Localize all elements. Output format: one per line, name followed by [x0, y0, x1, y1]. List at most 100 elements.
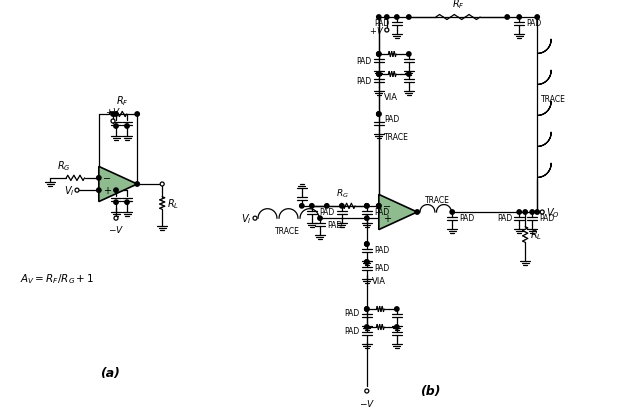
- Text: PAD: PAD: [374, 208, 389, 217]
- Text: TRACE: TRACE: [275, 227, 300, 236]
- Circle shape: [114, 112, 118, 117]
- Text: TRACE: TRACE: [541, 95, 566, 104]
- Text: $A_V = R_F/R_G + 1$: $A_V = R_F/R_G + 1$: [20, 271, 94, 285]
- Circle shape: [376, 112, 381, 117]
- Circle shape: [523, 210, 528, 215]
- Circle shape: [376, 204, 381, 209]
- Circle shape: [339, 204, 344, 209]
- Circle shape: [395, 325, 399, 329]
- Circle shape: [376, 73, 381, 77]
- Circle shape: [407, 53, 411, 57]
- Circle shape: [535, 210, 539, 215]
- Circle shape: [376, 112, 381, 117]
- Circle shape: [114, 217, 118, 220]
- Circle shape: [114, 124, 118, 129]
- Text: (a): (a): [100, 366, 120, 379]
- Text: PAD: PAD: [357, 76, 372, 85]
- Circle shape: [365, 242, 369, 247]
- Circle shape: [111, 112, 115, 117]
- Text: PAD: PAD: [526, 20, 542, 29]
- Text: −: −: [104, 173, 112, 183]
- Text: $R_G$: $R_G$: [336, 187, 349, 199]
- Circle shape: [540, 211, 544, 214]
- Text: +: +: [104, 186, 112, 196]
- Text: PAD: PAD: [344, 327, 360, 336]
- Circle shape: [365, 260, 369, 265]
- Circle shape: [450, 210, 454, 215]
- Circle shape: [376, 16, 381, 20]
- Circle shape: [325, 204, 329, 209]
- Text: PAD: PAD: [497, 214, 512, 223]
- Polygon shape: [99, 167, 137, 202]
- Circle shape: [125, 200, 129, 205]
- Circle shape: [385, 29, 389, 33]
- Circle shape: [517, 210, 521, 215]
- Circle shape: [75, 189, 79, 193]
- Circle shape: [253, 217, 257, 220]
- Text: (b): (b): [420, 384, 441, 397]
- Circle shape: [395, 307, 399, 311]
- Text: $R_F$: $R_F$: [115, 94, 128, 108]
- Circle shape: [365, 307, 369, 311]
- Circle shape: [365, 260, 369, 265]
- Text: TRACE: TRACE: [384, 133, 408, 142]
- Circle shape: [318, 216, 322, 221]
- Circle shape: [111, 120, 115, 124]
- Text: $-V$: $-V$: [358, 397, 375, 408]
- Circle shape: [135, 182, 139, 187]
- Text: PAD: PAD: [319, 208, 334, 217]
- Circle shape: [365, 216, 369, 221]
- Text: $R_L$: $R_L$: [530, 228, 542, 242]
- Circle shape: [97, 189, 101, 193]
- Polygon shape: [379, 195, 417, 230]
- Circle shape: [376, 53, 381, 57]
- Text: VIA: VIA: [384, 93, 398, 102]
- Text: PAD: PAD: [375, 20, 390, 29]
- Text: $V_I$: $V_I$: [241, 212, 251, 225]
- Circle shape: [517, 16, 521, 20]
- Circle shape: [535, 16, 539, 20]
- Circle shape: [310, 204, 314, 209]
- Text: $V_I$: $V_I$: [64, 184, 74, 198]
- Text: PAD: PAD: [374, 246, 389, 255]
- Text: PAD: PAD: [327, 220, 342, 229]
- Text: PAD: PAD: [384, 115, 399, 124]
- Circle shape: [300, 204, 304, 209]
- Circle shape: [376, 53, 381, 57]
- Text: $R_L$: $R_L$: [167, 197, 180, 210]
- Text: $+V$: $+V$: [105, 106, 121, 117]
- Circle shape: [530, 210, 534, 215]
- Circle shape: [395, 16, 399, 20]
- Text: VIA: VIA: [372, 277, 386, 286]
- Text: PAD: PAD: [357, 56, 372, 65]
- Text: −: −: [383, 201, 392, 211]
- Circle shape: [365, 325, 369, 329]
- Circle shape: [365, 204, 369, 209]
- Circle shape: [365, 307, 369, 311]
- Circle shape: [125, 124, 129, 129]
- Circle shape: [114, 189, 118, 193]
- Circle shape: [376, 204, 381, 209]
- Circle shape: [505, 16, 510, 20]
- Text: PAD: PAD: [459, 214, 474, 223]
- Circle shape: [97, 176, 101, 181]
- Circle shape: [407, 16, 411, 20]
- Circle shape: [135, 112, 139, 117]
- Text: TRACE: TRACE: [424, 196, 450, 204]
- Circle shape: [365, 204, 369, 209]
- Text: $V_O$: $V_O$: [546, 206, 560, 219]
- Text: $-V$: $-V$: [108, 224, 124, 235]
- Text: $R_F$: $R_F$: [452, 0, 465, 11]
- Circle shape: [365, 242, 369, 247]
- Circle shape: [365, 389, 369, 393]
- Circle shape: [160, 182, 164, 187]
- Text: PAD: PAD: [344, 309, 360, 318]
- Text: PAD: PAD: [539, 214, 555, 223]
- Circle shape: [376, 73, 381, 77]
- Circle shape: [407, 73, 411, 77]
- Text: PAD: PAD: [374, 264, 389, 273]
- Text: $+V$: $+V$: [368, 25, 384, 36]
- Circle shape: [114, 200, 118, 205]
- Circle shape: [384, 16, 389, 20]
- Text: +: +: [383, 213, 391, 224]
